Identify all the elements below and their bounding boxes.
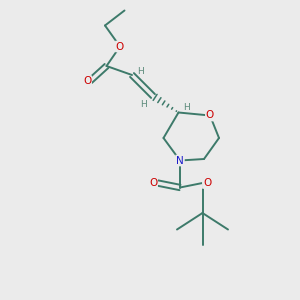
Text: N: N bbox=[176, 155, 184, 166]
Text: O: O bbox=[206, 110, 214, 121]
Text: H: H bbox=[138, 68, 144, 76]
Text: H: H bbox=[140, 100, 147, 109]
Text: O: O bbox=[203, 178, 211, 188]
Text: H: H bbox=[184, 103, 190, 112]
Text: O: O bbox=[116, 41, 124, 52]
Text: O: O bbox=[83, 76, 91, 86]
Text: O: O bbox=[149, 178, 157, 188]
